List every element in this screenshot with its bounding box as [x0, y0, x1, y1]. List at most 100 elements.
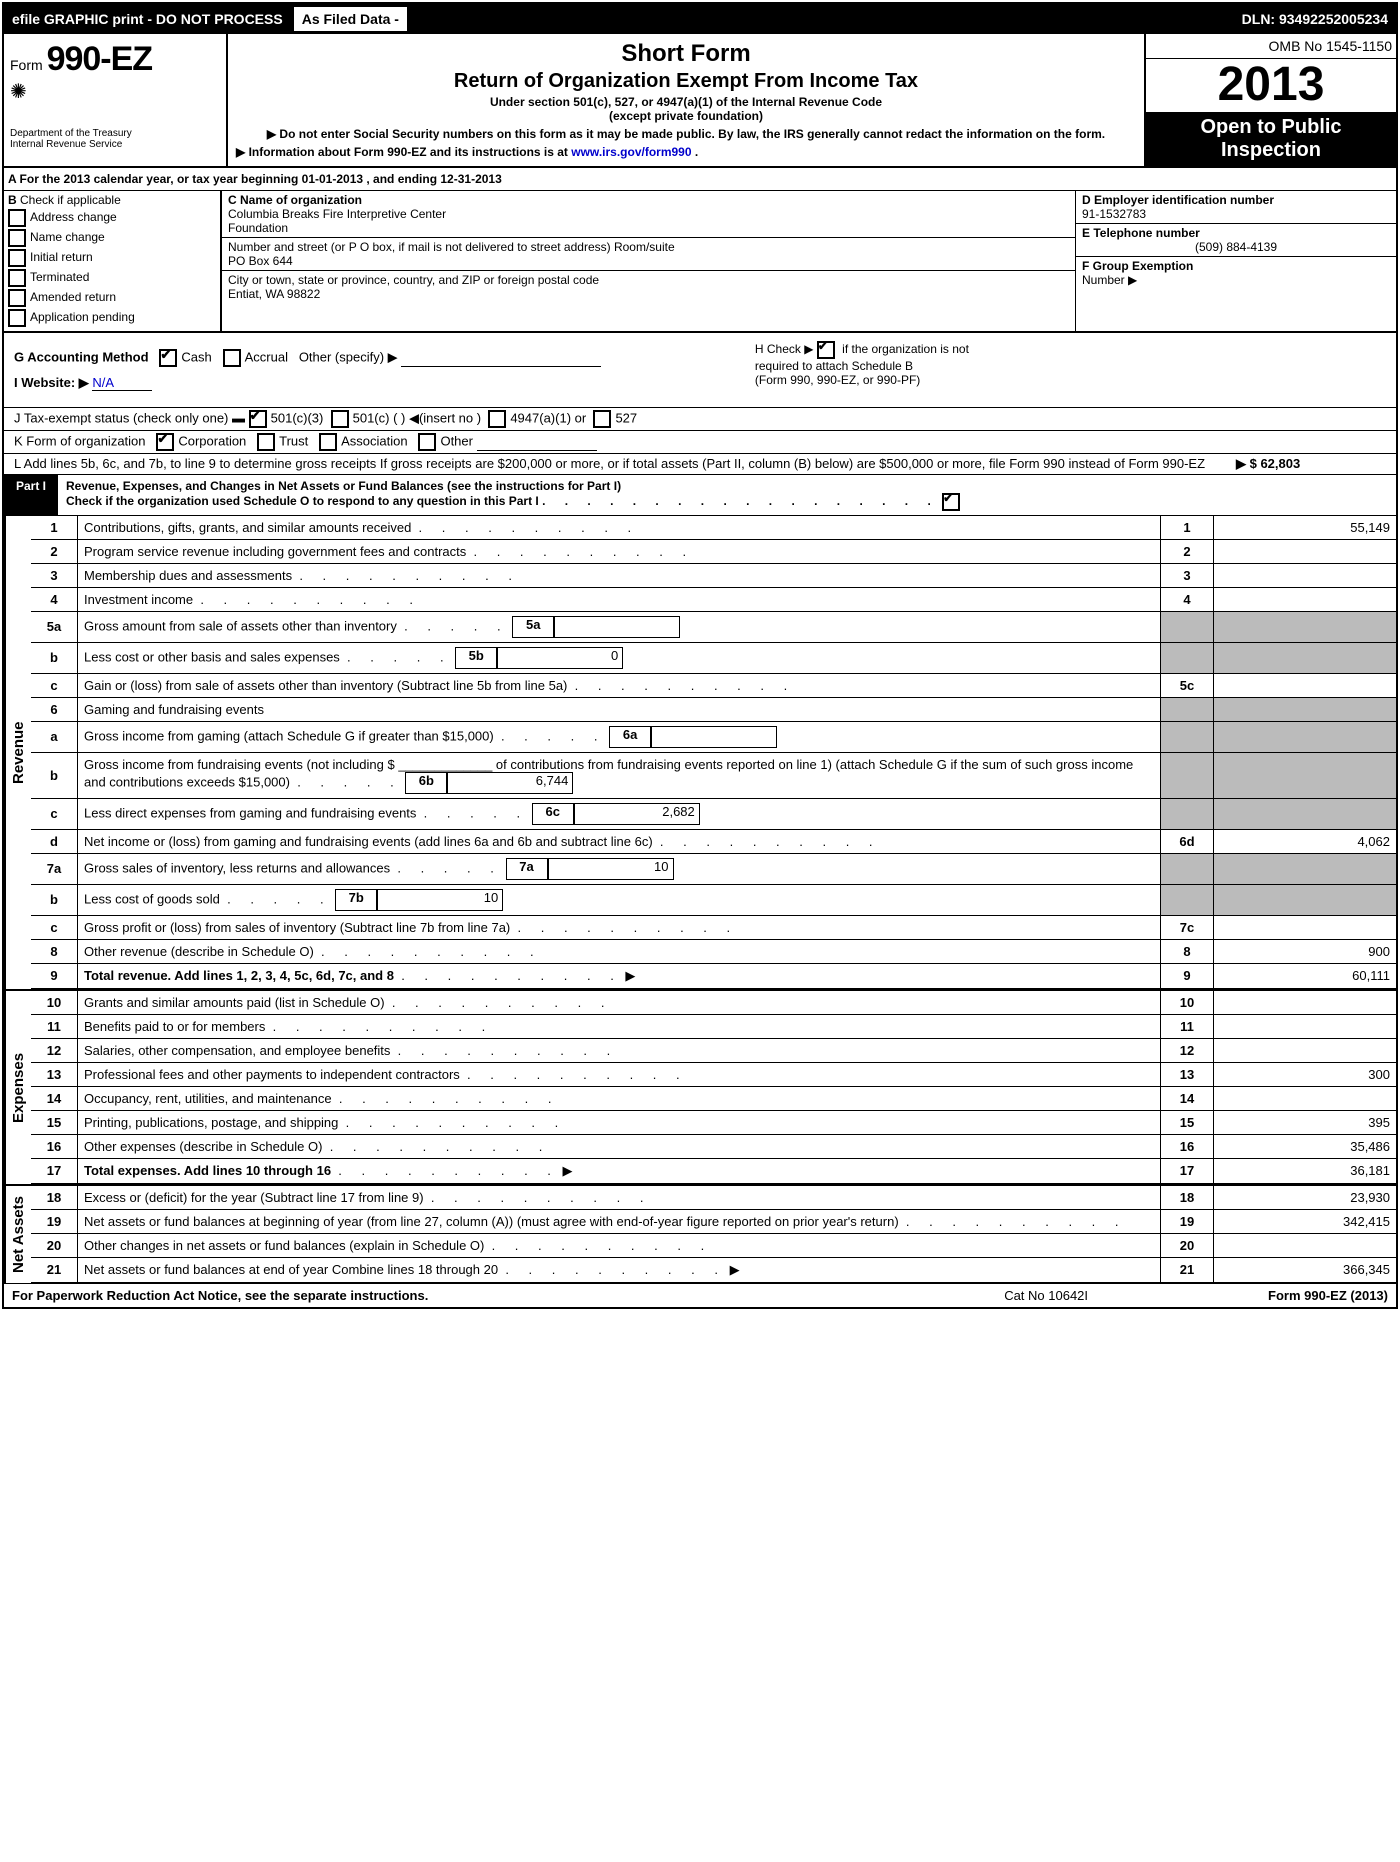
line-amount: 900 [1214, 939, 1397, 963]
street-label: Number and street (or P O box, if mail i… [228, 240, 675, 254]
line-number: c [31, 798, 78, 829]
line-ref: 2 [1161, 539, 1214, 563]
line-number: 21 [31, 1257, 78, 1282]
line-description: Less direct expenses from gaming and fun… [78, 798, 1161, 829]
b-text: Check if applicable [20, 193, 121, 207]
table-row: aGross income from gaming (attach Schedu… [31, 721, 1396, 752]
line-description: Contributions, gifts, grants, and simila… [78, 516, 1161, 540]
table-row: 13Professional fees and other payments t… [31, 1062, 1396, 1086]
line-number: 2 [31, 539, 78, 563]
opt-terminated[interactable]: Terminated [8, 269, 216, 287]
line-amount [1214, 673, 1397, 697]
j-tax-exempt: J Tax-exempt status (check only one) ▬ 5… [4, 408, 1396, 431]
irs-link[interactable]: www.irs.gov/form990 [571, 145, 691, 159]
4947-checkbox[interactable] [488, 410, 506, 428]
dln-label: DLN: 93492252005234 [1234, 7, 1396, 31]
table-row: cLess direct expenses from gaming and fu… [31, 798, 1396, 829]
opt-address-change[interactable]: Address change [8, 209, 216, 227]
form-number: 990-EZ [47, 40, 153, 78]
line-amount [1214, 798, 1397, 829]
line-amount [1214, 642, 1397, 673]
line-description: Less cost or other basis and sales expen… [78, 642, 1161, 673]
main-title: Return of Organization Exempt From Incom… [236, 70, 1136, 93]
corp-checkbox[interactable] [156, 433, 174, 451]
opt-amended[interactable]: Amended return [8, 289, 216, 307]
opt-name-change[interactable]: Name change [8, 229, 216, 247]
paperwork-notice: For Paperwork Reduction Act Notice, see … [12, 1288, 428, 1303]
g-other-specify[interactable] [401, 366, 601, 367]
line-amount: 35,486 [1214, 1134, 1397, 1158]
part-i-check-text: Check if the organization used Schedule … [66, 494, 539, 508]
footer: For Paperwork Reduction Act Notice, see … [4, 1283, 1396, 1307]
group-exemption-cell: F Group Exemption Number ▶ [1076, 257, 1396, 289]
line-number: 6 [31, 697, 78, 721]
line-number: 3 [31, 563, 78, 587]
opt-application-pending[interactable]: Application pending [8, 309, 216, 327]
omb-number: OMB No 1545-1150 [1146, 34, 1396, 59]
501c-checkbox[interactable] [331, 410, 349, 428]
g-cash: Cash [181, 349, 211, 364]
line-number: b [31, 642, 78, 673]
line-amount: 36,181 [1214, 1158, 1397, 1183]
assoc-checkbox[interactable] [319, 433, 337, 451]
line-number: a [31, 721, 78, 752]
line-amount [1214, 915, 1397, 939]
except-foundation: (except private foundation) [236, 109, 1136, 123]
line-ref: 9 [1161, 963, 1214, 988]
trust-checkbox[interactable] [257, 433, 275, 451]
open-public-1: Open to Public [1150, 116, 1392, 139]
line-description: Membership dues and assessments . . . . … [78, 563, 1161, 587]
accrual-checkbox[interactable] [223, 349, 241, 367]
line-description: Professional fees and other payments to … [78, 1062, 1161, 1086]
street-value: PO Box 644 [228, 254, 293, 268]
table-row: cGain or (loss) from sale of assets othe… [31, 673, 1396, 697]
501c3-checkbox[interactable] [249, 410, 267, 428]
as-filed-label: As Filed Data - [293, 6, 408, 32]
line-ref: 8 [1161, 939, 1214, 963]
line-description: Less cost of goods sold . . . . . 7b10 [78, 884, 1161, 915]
line-amount [1214, 563, 1397, 587]
expenses-table: 10Grants and similar amounts paid (list … [31, 991, 1396, 1184]
org-name-cell: C Name of organization Columbia Breaks F… [222, 191, 1075, 238]
line-amount [1214, 1038, 1397, 1062]
line-amount [1214, 884, 1397, 915]
line-number: 11 [31, 1014, 78, 1038]
line-ref: 11 [1161, 1014, 1214, 1038]
website-link[interactable]: N/A [92, 375, 114, 390]
table-row: 11Benefits paid to or for members . . . … [31, 1014, 1396, 1038]
j-label: J Tax-exempt status [14, 410, 129, 425]
tax-year: 2013 [1146, 59, 1396, 112]
j-text: (check only one) ▬ [133, 410, 245, 425]
line-description: Gross profit or (loss) from sales of inv… [78, 915, 1161, 939]
other-checkbox[interactable] [418, 433, 436, 451]
k-other: Other [440, 433, 473, 448]
group-number: Number ▶ [1082, 273, 1137, 287]
part-i-checkbox[interactable] [942, 493, 960, 511]
table-row: 5aGross amount from sale of assets other… [31, 611, 1396, 642]
table-row: 14Occupancy, rent, utilities, and mainte… [31, 1086, 1396, 1110]
k-other-specify[interactable] [477, 450, 597, 451]
line-number: 13 [31, 1062, 78, 1086]
line-description: Gaming and fundraising events [78, 697, 1161, 721]
line-amount [1214, 1014, 1397, 1038]
l-text: L Add lines 5b, 6c, and 7b, to line 9 to… [14, 456, 1236, 472]
opt-initial-return[interactable]: Initial return [8, 249, 216, 267]
h-text2: if the organization is not [842, 342, 969, 356]
top-bar: efile GRAPHIC print - DO NOT PROCESS As … [4, 4, 1396, 34]
header-right: OMB No 1545-1150 2013 Open to Public Ins… [1144, 34, 1396, 166]
line-number: 19 [31, 1209, 78, 1233]
l-amount: ▶ $ 62,803 [1236, 456, 1386, 472]
line-number: 20 [31, 1233, 78, 1257]
h-checkbox[interactable] [817, 341, 835, 359]
table-row: 1Contributions, gifts, grants, and simil… [31, 516, 1396, 540]
subtitle: Under section 501(c), 527, or 4947(a)(1)… [236, 95, 1136, 109]
info-note-prefix: ▶ Information about Form 990-EZ and its … [236, 145, 571, 159]
cash-checkbox[interactable] [159, 349, 177, 367]
line-number: c [31, 673, 78, 697]
line-ref [1161, 853, 1214, 884]
527-checkbox[interactable] [593, 410, 611, 428]
ein-label: D Employer identification number [1082, 193, 1274, 207]
netassets-section: Net Assets 18Excess or (deficit) for the… [4, 1184, 1396, 1283]
line-description: Total expenses. Add lines 10 through 16 … [78, 1158, 1161, 1183]
k-assoc: Association [341, 433, 407, 448]
